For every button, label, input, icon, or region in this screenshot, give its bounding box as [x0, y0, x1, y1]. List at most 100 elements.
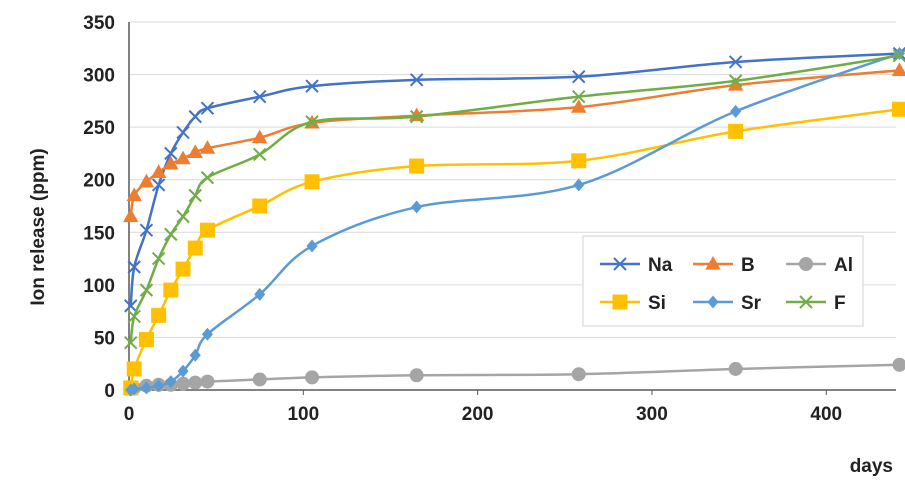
data-point-b [138, 173, 155, 188]
y-tick-label: 50 [94, 328, 115, 349]
legend-item-b: B [693, 255, 755, 276]
data-point-al [188, 375, 203, 390]
data-point-f [728, 74, 743, 88]
data-point-al [409, 368, 424, 383]
data-point-f [409, 109, 424, 124]
data-point-na [127, 260, 141, 274]
data-point-si [175, 261, 191, 277]
data-point-f [124, 335, 138, 350]
data-point-al [252, 372, 267, 387]
data-point-b [187, 144, 203, 158]
data-point-b [175, 150, 191, 165]
series-line-si [129, 108, 900, 389]
data-point-na [124, 299, 138, 313]
data-point-f [188, 188, 202, 203]
data-point-sr [254, 287, 266, 301]
y-tick-label: 300 [83, 66, 115, 87]
data-point-sr [128, 382, 140, 396]
data-point-sr [201, 327, 213, 341]
data-point-na [409, 73, 424, 87]
data-point-f [176, 209, 190, 224]
data-point-si [571, 153, 587, 169]
x-axis-title: days [850, 456, 893, 477]
grid-layer [129, 21, 896, 338]
data-point-na [305, 79, 319, 93]
data-point-na [139, 223, 154, 237]
data-point-si [199, 222, 215, 238]
legend-item-f: F [786, 293, 846, 314]
data-point-si [151, 307, 167, 323]
data-point-si [891, 101, 905, 117]
y-tick-label: 350 [83, 13, 115, 34]
data-point-si [138, 332, 154, 348]
series-b [123, 62, 905, 223]
legend-label: Na [648, 255, 673, 276]
data-point-f [139, 283, 154, 297]
data-point-na [164, 146, 178, 161]
data-point-f [305, 115, 319, 129]
legend-marker-sr [707, 295, 719, 309]
legend-label: Al [834, 255, 853, 276]
y-tick-label: 100 [83, 276, 115, 297]
legend-marker-na [613, 257, 627, 271]
data-point-sr [165, 375, 177, 389]
data-point-b [123, 208, 139, 223]
series-line-sr [130, 52, 900, 392]
data-point-sr [306, 239, 318, 253]
data-point-b [163, 155, 179, 170]
legend-marker-si [612, 294, 628, 310]
series-na [124, 46, 905, 313]
legend: Na B Al Si Sr F [582, 235, 864, 327]
legend-marker-b [705, 255, 721, 270]
data-point-na [151, 178, 166, 192]
data-point-sr [573, 178, 585, 192]
data-point-b [150, 164, 167, 178]
data-point-f [572, 89, 586, 104]
y-tick-label: 150 [83, 223, 115, 244]
x-tick-label: 300 [636, 404, 668, 425]
data-point-si [728, 123, 744, 139]
legend-marker-al [799, 257, 813, 271]
data-point-al [571, 367, 586, 382]
legend-marker-f [799, 295, 813, 309]
data-point-f [253, 147, 267, 162]
data-point-sr [189, 348, 201, 362]
data-point-sr [140, 381, 152, 395]
x-tick-label: 400 [810, 404, 842, 425]
legend-item-na: Na [600, 255, 673, 276]
data-point-al [176, 376, 191, 391]
legend-item-al: Al [786, 255, 853, 276]
data-point-f [164, 227, 178, 242]
data-point-al [305, 370, 320, 385]
data-point-f [892, 48, 905, 63]
x-tick-label: 200 [462, 404, 494, 425]
series-si [123, 101, 905, 396]
data-point-sr [411, 200, 423, 214]
data-point-f [200, 170, 215, 185]
data-point-na [572, 69, 586, 84]
data-point-na [728, 55, 743, 69]
data-point-al [200, 374, 215, 389]
legend-item-si: Si [600, 293, 666, 314]
series-line-al [130, 363, 900, 391]
data-point-na [176, 125, 190, 140]
series-line-f [129, 54, 900, 343]
data-point-al [892, 357, 905, 372]
data-point-si [252, 198, 268, 214]
x-tick-label: 0 [124, 404, 135, 425]
series-line-na [129, 52, 900, 307]
y-tick-label: 200 [83, 171, 115, 192]
legend-label: F [834, 293, 846, 314]
data-point-f [127, 309, 141, 324]
legend-items: Na B Al Si Sr F [600, 255, 853, 314]
data-point-b [199, 140, 216, 154]
series-layer [123, 46, 905, 397]
data-point-na [188, 109, 202, 124]
data-point-b [891, 62, 905, 76]
data-point-f [151, 251, 166, 266]
legend-label: B [741, 255, 755, 276]
y-tick-label: 250 [83, 118, 115, 139]
data-point-na [253, 89, 267, 104]
